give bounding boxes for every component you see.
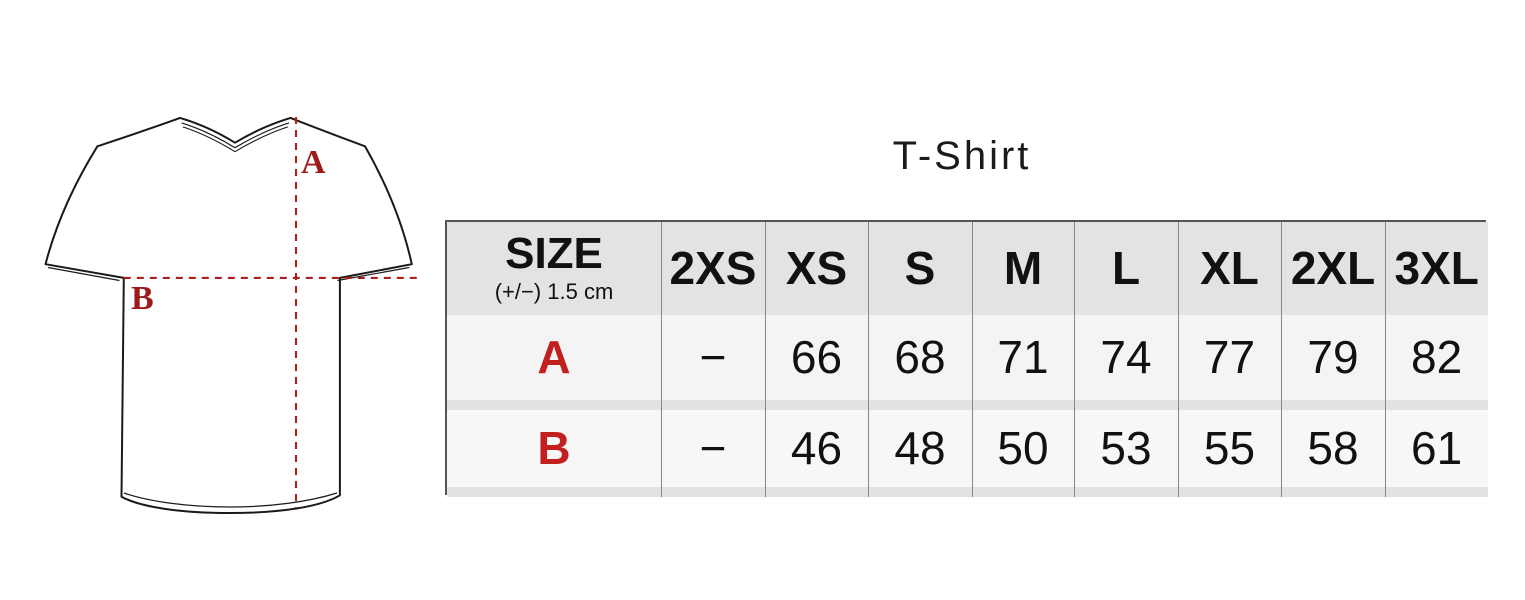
svg-text:B: B: [131, 280, 154, 317]
svg-text:A: A: [301, 144, 326, 181]
